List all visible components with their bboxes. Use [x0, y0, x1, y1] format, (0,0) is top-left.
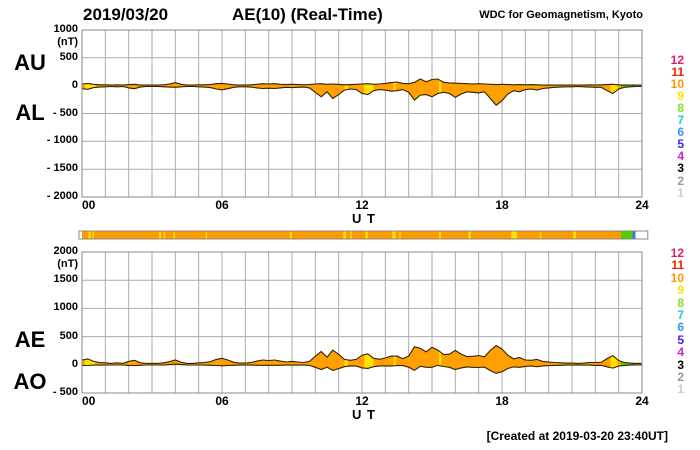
panel-label-al: AL: [15, 100, 45, 125]
station-count-3: 3: [677, 357, 684, 372]
y-tick-label: - 500: [52, 106, 78, 119]
y-tick-label: - 2000: [46, 190, 78, 202]
y-tick-label: - 1500: [46, 162, 78, 175]
station-count-9: 9: [677, 89, 684, 104]
station-count-8: 8: [677, 295, 684, 310]
station-count-3: 3: [677, 161, 684, 176]
y-axis-unit: (nT): [57, 36, 78, 48]
station-count-4: 4: [677, 345, 684, 360]
station-count-10: 10: [670, 270, 684, 285]
y-tick-label: - 1000: [46, 134, 78, 147]
station-count-1: 1: [677, 185, 684, 200]
x-tick-label: 00: [82, 198, 96, 212]
y-axis-unit: (nT): [57, 258, 78, 270]
x-axis-label: U T: [352, 211, 376, 226]
y-tick-label: 500: [59, 50, 78, 63]
x-tick-label: 18: [495, 394, 509, 408]
y-tick-label: 1500: [53, 273, 78, 286]
station-count-2: 2: [677, 173, 684, 188]
station-count-4: 4: [677, 149, 684, 164]
x-tick-label: 12: [355, 198, 369, 212]
station-count-6: 6: [677, 320, 684, 335]
panel-label-au: AU: [14, 50, 46, 75]
y-tick-label: 0: [71, 357, 78, 370]
y-tick-label: 1000: [53, 23, 78, 35]
station-count-1: 1: [677, 382, 684, 397]
x-tick-label: 00: [82, 394, 96, 408]
station-count-6: 6: [677, 125, 684, 140]
x-tick-label: 18: [495, 198, 509, 212]
station-count-2: 2: [677, 370, 684, 384]
station-count-7: 7: [677, 308, 684, 322]
x-tick-label: 06: [215, 394, 229, 408]
panel-label-ae: AE: [14, 327, 46, 352]
x-axis-label: U T: [352, 407, 376, 422]
station-count-11: 11: [671, 258, 684, 273]
station-count-7: 7: [677, 113, 684, 128]
station-count-10: 10: [670, 77, 684, 92]
station-count-11: 11: [671, 65, 684, 80]
plot-title: AE(10) (Real-Time): [232, 5, 383, 24]
station-count-12: 12: [670, 53, 684, 67]
status-bar-segment: [621, 231, 633, 239]
created-at-text: [Created at 2019-03-20 23:40UT]: [486, 429, 668, 443]
plot-date: 2019/03/20: [83, 5, 169, 24]
station-count-5: 5: [677, 332, 684, 347]
status-bar-segment: [632, 231, 636, 239]
y-tick-label: 500: [59, 329, 78, 342]
x-tick-label: 24: [635, 198, 649, 212]
station-count-5: 5: [677, 137, 684, 152]
panel-label-ao: AO: [13, 369, 47, 394]
x-tick-label: 24: [635, 394, 649, 408]
y-tick-label: - 500: [52, 386, 78, 398]
y-tick-label: 2000: [53, 245, 78, 257]
x-tick-label: 12: [355, 394, 369, 408]
y-tick-label: 1000: [53, 301, 78, 314]
station-count-8: 8: [677, 101, 684, 116]
credit-text: WDC for Geomagnetism, Kyoto: [479, 9, 643, 21]
status-bar-border: [78, 230, 649, 240]
station-count-9: 9: [677, 283, 684, 298]
x-tick-label: 06: [215, 198, 229, 212]
station-count-12: 12: [670, 246, 684, 260]
y-tick-label: 0: [71, 78, 78, 91]
